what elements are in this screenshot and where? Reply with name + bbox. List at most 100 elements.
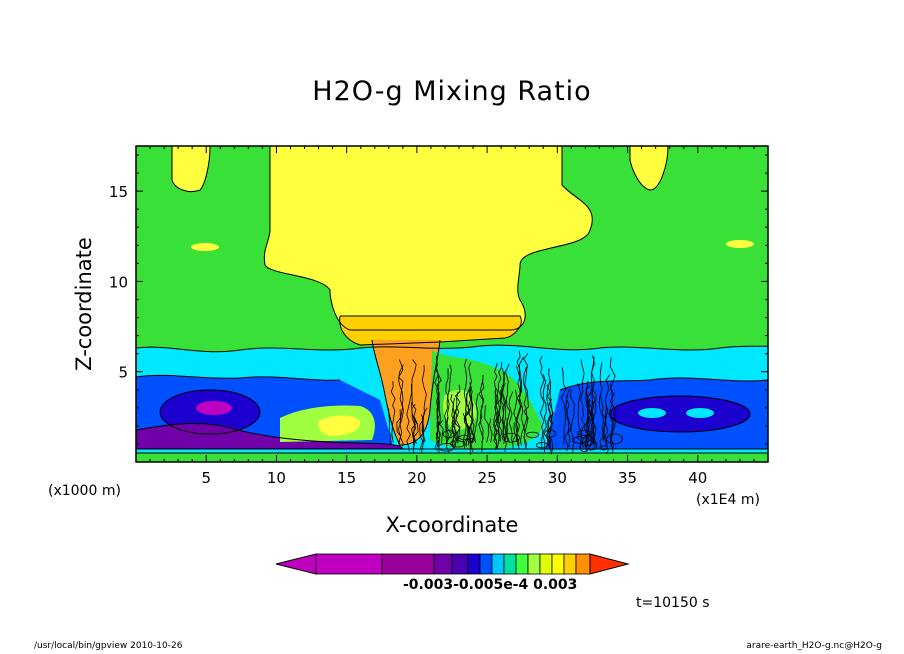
turbulent-contour: [397, 364, 404, 450]
x-axis-label: X-coordinate: [385, 513, 519, 537]
turbulent-contour: [508, 391, 514, 441]
colorbar-segment: [467, 553, 481, 575]
turbulent-contour: [546, 384, 552, 448]
y-tick-label: 15: [109, 183, 128, 201]
turbulent-cell: [458, 434, 470, 440]
turbulent-contour: [542, 373, 547, 453]
region-ltgreen-mid: [443, 389, 477, 430]
turbulent-contour: [518, 356, 525, 446]
turbulent-contour: [539, 355, 545, 451]
turbulent-contour: [609, 357, 616, 449]
turbulent-contour: [446, 364, 452, 453]
turbulent-contours: [388, 350, 623, 455]
turbulent-contour: [500, 368, 506, 445]
turbulent-contour: [515, 365, 522, 449]
turbulent-contour: [564, 395, 570, 452]
colorbar-max-arrow: [589, 553, 630, 575]
x-tick-label: 40: [688, 469, 707, 487]
colorbar-segment: [515, 553, 529, 575]
footer-left-text: /usr/local/bin/gpview 2010-10-26: [34, 641, 183, 651]
turbulent-cell: [501, 432, 520, 443]
turbulent-contour: [493, 391, 498, 451]
time-label: t=10150 s: [636, 595, 710, 611]
x-tick-label: 35: [618, 469, 637, 487]
turbulent-contour: [470, 395, 475, 452]
region-yellow-left: [318, 415, 361, 436]
y-tick-label: 10: [109, 273, 128, 291]
chart-title: H2O-g Mixing Ratio: [312, 76, 592, 107]
small-yellow-blob-2: [726, 240, 754, 248]
turbulent-cell: [544, 429, 557, 438]
turbulent-contour: [512, 422, 516, 450]
footer-right-text: arare-earth_H2O-g.nc@H2O-g: [746, 641, 882, 651]
turbulent-contour: [604, 374, 611, 445]
turbulent-contour: [505, 363, 511, 442]
x-unit-left-label: (x1000 m): [48, 483, 121, 499]
turbulent-cell: [599, 445, 609, 451]
colorbar-segment: [527, 553, 541, 575]
turbulent-contour: [406, 384, 413, 452]
turbulent-contour: [421, 365, 427, 443]
turbulent-contour: [388, 408, 392, 445]
turbulent-contour: [495, 409, 501, 449]
turbulent-contour: [580, 359, 586, 448]
cyan-hole-2: [686, 408, 714, 418]
turbulent-contour: [439, 419, 444, 444]
deep-blue-blob-right: [610, 396, 750, 432]
turbulent-contour: [465, 387, 471, 446]
turbulent-cell: [577, 429, 592, 436]
colorbar-segment: [539, 553, 553, 575]
turbulent-contour: [547, 408, 553, 452]
turbulent-contour: [492, 362, 499, 450]
turbulent-cell: [467, 437, 475, 443]
turbulent-contour: [454, 384, 461, 444]
turbulent-contour: [576, 383, 582, 450]
colorbar-segment: [315, 553, 383, 575]
region-anvil-yellow: [264, 146, 593, 330]
turbulent-cell: [571, 436, 587, 444]
colorbar-segment: [575, 553, 591, 575]
turbulent-contour: [411, 359, 417, 443]
turbulent-contour: [422, 407, 428, 442]
colorbar-min-arrow: [275, 553, 317, 575]
contour-field: [136, 146, 768, 462]
turbulent-contour: [452, 398, 458, 449]
y-axis-label: Z-coordinate: [72, 237, 96, 371]
turbulent-cell: [442, 430, 455, 439]
x-tick-label: 25: [478, 469, 497, 487]
turbulent-contour: [478, 379, 485, 443]
turbulent-contour: [419, 419, 424, 453]
top-yellow-right: [630, 146, 668, 190]
turbulent-cell: [526, 431, 540, 438]
turbulent-contour: [583, 388, 589, 453]
tick-labels: 5 10 15 20 25 30 35 40 5 10 15: [109, 183, 707, 487]
turbulent-contour: [523, 366, 528, 449]
x-tick-label: 5: [201, 469, 211, 487]
colorbar-segment: [551, 553, 565, 575]
colorbar-segment: [479, 553, 493, 575]
turbulent-contour: [434, 367, 440, 451]
turbulent-contour: [515, 350, 521, 446]
turbulent-contour: [566, 389, 572, 447]
bottom-cyan-line: [136, 449, 768, 453]
turbulent-contour: [444, 368, 449, 444]
turbulent-contour: [390, 381, 396, 443]
colorbar-segment: [503, 553, 517, 575]
x-tick-label: 15: [337, 469, 356, 487]
colorbar-segment: [451, 553, 469, 575]
turbulent-contour: [468, 386, 475, 443]
y-tick-label: 5: [118, 364, 128, 382]
cyan-hole-1: [638, 408, 666, 418]
turbulent-contour: [489, 418, 493, 443]
top-yellow-left: [172, 146, 210, 192]
turbulent-cell: [606, 433, 623, 445]
turbulent-contour: [463, 393, 469, 446]
turbulent-contour: [591, 384, 597, 446]
turbulent-cell: [536, 442, 548, 449]
turbulent-contour: [484, 405, 490, 443]
turbulent-contour: [410, 401, 417, 449]
plot-frame: [135, 145, 769, 463]
turbulent-contour: [413, 416, 419, 444]
axis-ticks: [136, 146, 768, 462]
